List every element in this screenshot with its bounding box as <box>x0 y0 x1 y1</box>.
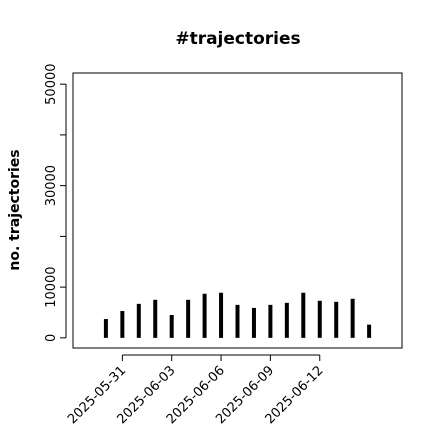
y-tick-label: 30000 <box>44 165 59 206</box>
y-axis-label: no. trajectories <box>7 149 23 270</box>
y-tick-label: 0 <box>44 334 59 342</box>
y-tick-label: 10000 <box>44 266 59 307</box>
y-tick-label: 50000 <box>44 63 59 104</box>
plot-box <box>72 72 403 349</box>
chart-title: #trajectories <box>175 29 300 49</box>
